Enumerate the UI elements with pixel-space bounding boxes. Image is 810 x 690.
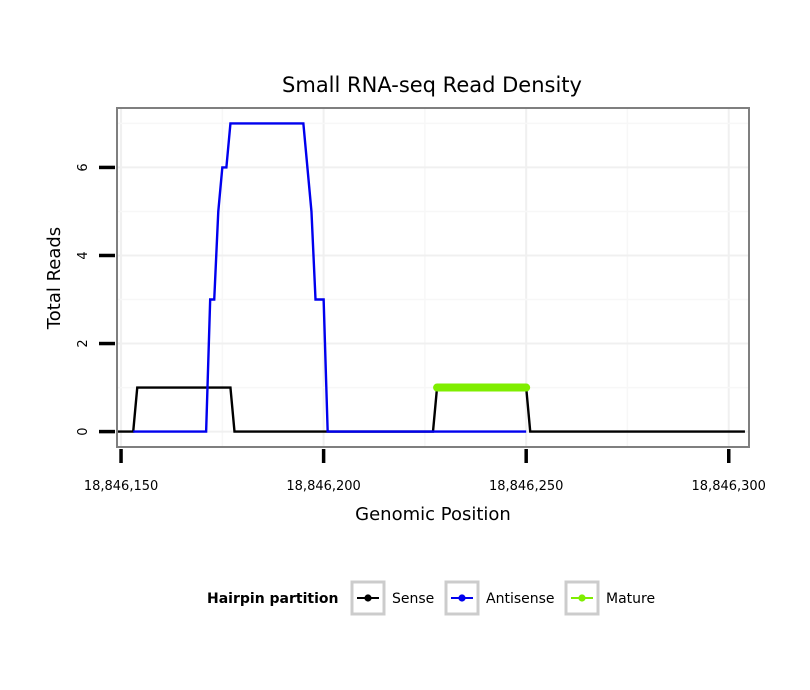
legend-title: Hairpin partition	[207, 591, 338, 607]
y-tick-label: 2	[76, 339, 91, 347]
y-tick-label: 4	[76, 251, 91, 259]
plot-border	[116, 107, 750, 448]
plot-area	[116, 107, 750, 448]
y-axis: 0 2 4 6	[76, 163, 115, 436]
x-tick-label: 18,846,300	[692, 479, 766, 494]
series-layer	[117, 122, 745, 433]
legend-label: Mature	[606, 591, 655, 607]
x-tick-label: 18,846,250	[489, 479, 563, 494]
y-axis-label: Total Reads	[44, 227, 65, 330]
legend-key-point	[578, 594, 586, 602]
x-tick-label: 18,846,150	[84, 479, 158, 494]
legend-label: Sense	[392, 591, 434, 607]
legend-item-mature: Mature	[564, 580, 655, 616]
y-tick-label: 6	[76, 163, 91, 171]
x-axis-label: Genomic Position	[355, 504, 511, 525]
legend-items: Sense Antisense Mature	[350, 580, 655, 616]
series-line-antisense	[133, 122, 527, 433]
legend-key-box	[350, 580, 386, 616]
x-axis: 18,846,150 18,846,200 18,846,250 18,846,300	[84, 449, 766, 494]
x-tick-label: 18,846,200	[286, 479, 360, 494]
legend-label: Antisense	[486, 591, 555, 607]
legend-key-point	[458, 594, 466, 602]
plot-panel	[117, 108, 749, 447]
chart-title: Small RNA-seq Read Density	[282, 73, 582, 97]
legend: Hairpin partition Sense Antisense Mature	[207, 580, 655, 616]
legend-item-antisense: Antisense	[444, 580, 555, 616]
y-tick-label: 0	[76, 427, 91, 435]
legend-item-sense: Sense	[350, 580, 434, 616]
legend-key-point	[364, 594, 372, 602]
